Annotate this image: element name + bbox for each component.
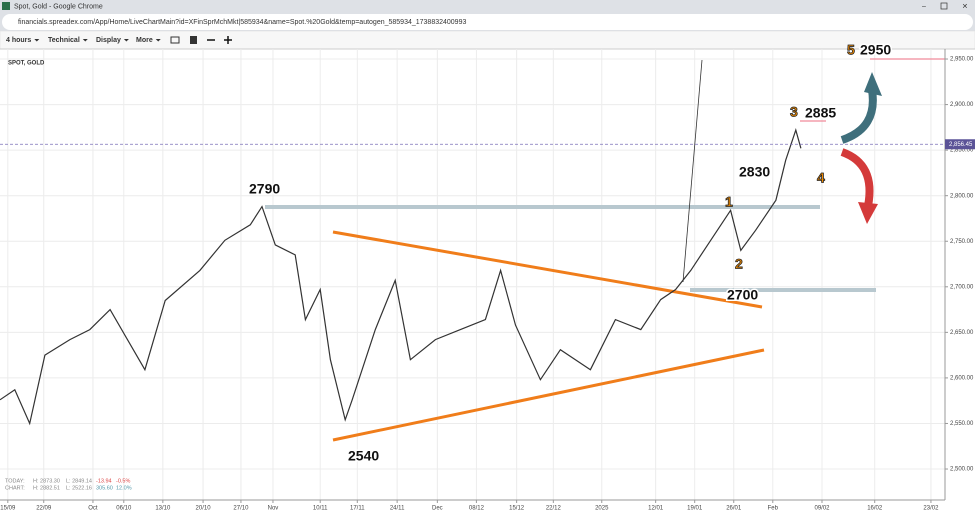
y-tick-label: 2,650.00	[950, 330, 974, 336]
grid	[0, 49, 945, 500]
x-tick-label: 06/10	[116, 506, 132, 512]
x-tick-label: 22/09	[36, 506, 52, 512]
up-arrow-head	[864, 72, 882, 96]
x-tick-label: 12/01	[648, 506, 664, 512]
open-icon[interactable]	[170, 36, 180, 44]
stat: H: 2873.30	[33, 478, 60, 484]
y-tick-label: 2,950.00	[950, 57, 974, 63]
y-tick-label: 2,550.00	[950, 421, 974, 427]
x-tick-label: 24/11	[390, 506, 405, 512]
toolbar-menu[interactable]: 4 hours	[6, 37, 31, 44]
down-arrow	[840, 148, 874, 207]
x-tick-label: 20/10	[196, 506, 212, 512]
plot	[0, 128, 802, 426]
x-tick-label: 13/10	[155, 506, 171, 512]
current-price-badge	[945, 139, 975, 150]
url-bar[interactable]	[2, 14, 973, 30]
lower-trendline	[332, 348, 765, 442]
dropdown-caret	[155, 39, 161, 42]
annotation: 2790	[249, 181, 280, 197]
projection-line	[682, 59, 703, 283]
annotation: 2950	[860, 42, 891, 58]
y-tick-label: 2,700.00	[950, 284, 974, 290]
stats: TODAY: H: 2873.30 L: 2849.14 -13.94 -0.5% CHA…	[5, 478, 132, 491]
url: financials.spreadex.com/App/Home/LiveCha…	[18, 19, 466, 26]
close[interactable]: ✕	[962, 3, 968, 10]
window-title: Spot, Gold - Google Chrome	[14, 3, 103, 10]
stat: H: 2882.51	[33, 485, 60, 491]
x-tick-label: 17/11	[350, 506, 365, 512]
x-tick-label: Feb	[768, 506, 779, 512]
y-tick-label: 2,600.00	[950, 375, 974, 381]
x-tick-label: Oct	[88, 506, 98, 512]
x-tick-label: 09/02	[814, 506, 830, 512]
stat: 305.60	[96, 485, 113, 491]
current-price-label: 2,856.45	[949, 142, 973, 148]
x-tick-label: 16/02	[867, 506, 883, 512]
x-tick-label: 15/12	[509, 506, 525, 512]
dropdown-caret	[123, 39, 129, 42]
upper-trendline	[332, 230, 763, 309]
stat: TODAY:	[5, 478, 25, 484]
favicon	[2, 2, 10, 10]
annotation: 2540	[348, 448, 379, 464]
y-tick-label: 2,800.00	[950, 193, 974, 199]
down-arrow-head	[858, 202, 878, 224]
resistance-band	[265, 205, 820, 209]
y-tick-label: 2,500.00	[950, 467, 974, 473]
wave-label: 4	[817, 170, 825, 186]
price-line	[0, 128, 802, 426]
stat: L: 2849.14	[66, 478, 92, 484]
x-tick-label: 15/09	[0, 506, 16, 512]
up-arrow	[840, 89, 877, 144]
wave-label: 2	[735, 256, 743, 272]
x-tick-label: Nov	[268, 506, 279, 512]
dropdown-caret	[82, 39, 88, 42]
annotation: 2885	[805, 105, 836, 121]
wave-label: 5	[847, 42, 855, 58]
stat: L: 2522.16	[66, 485, 92, 491]
annotation: 2700	[727, 287, 758, 303]
toolbar-items: 4 hours Technical Display More	[6, 37, 161, 44]
instrument: SPOT, GOLD	[8, 61, 45, 67]
x-tick-label: 08/12	[469, 506, 485, 512]
maximize[interactable]	[940, 2, 948, 10]
dropdown-caret	[34, 39, 40, 42]
x-tick-label: 10/11	[313, 506, 328, 512]
y-tick-label: 2,900.00	[950, 102, 974, 108]
y-tick-label: 2,750.00	[950, 239, 974, 245]
zoom-in[interactable]	[224, 36, 232, 44]
stat: -13.94	[96, 478, 112, 484]
save-icon[interactable]	[190, 36, 197, 44]
toolbar-menu[interactable]: Technical	[48, 37, 80, 44]
stat: 12.0%	[116, 485, 132, 491]
support-band	[690, 288, 876, 292]
x-tick-label: 2025	[595, 506, 609, 512]
x-tick-label: 23/02	[923, 506, 939, 512]
x-tick-label: 22/12	[546, 506, 562, 512]
x-tick-label: 19/01	[687, 506, 703, 512]
x-tick-label: 26/01	[726, 506, 742, 512]
wave-label: 3	[790, 104, 798, 120]
stat: -0.5%	[116, 478, 130, 484]
toolbar-menu[interactable]: Display	[96, 37, 121, 44]
x-tick-label: Dec	[432, 506, 443, 512]
toolbar-menu[interactable]: More	[136, 37, 153, 44]
x-tick-label: 27/10	[233, 506, 249, 512]
stat: CHART:	[5, 485, 25, 491]
wave-label: 1	[725, 194, 733, 210]
y-tick-label: 2,850.00	[950, 148, 974, 154]
annotation: 2830	[739, 164, 770, 180]
minimize[interactable]: –	[922, 3, 926, 10]
